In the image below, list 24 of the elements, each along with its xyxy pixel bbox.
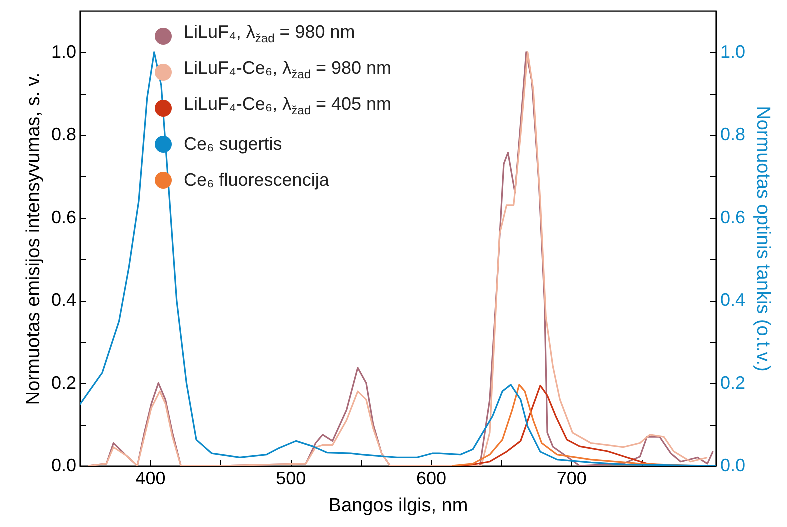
y2-tick-label: 0.4 [720, 290, 746, 310]
y2-axis-title: Normuotas optinis tankis (o.t.v.) [752, 106, 774, 372]
x-tick-label: 700 [556, 468, 587, 488]
y-tick-label: 1.0 [51, 42, 76, 62]
y2-tick-label: 0.0 [720, 456, 746, 476]
x-tick-label: 500 [276, 468, 306, 488]
legend-label: Ce₆ fluorescencija [184, 168, 330, 192]
legend-label: LiLuF₄, λ$_{žad}$ = 980 nm [184, 21, 356, 48]
y2-tick-label: 0.2 [720, 372, 746, 393]
legend-label: LiLuF₄-Ce₆, λ$_{žad}$ = 980 nm [184, 57, 392, 84]
y-axis-title: Normuotas emisijos intensyvumas, s. v. [23, 72, 44, 406]
x-axis-title: Bangos ilgis, nm [328, 496, 468, 516]
legend-label: LiLuF₄-Ce₆, λ$_{žad}$ = 405 nm [184, 93, 392, 120]
x-tick-label: 600 [416, 468, 447, 488]
y-tick-label: 0.8 [51, 124, 76, 145]
y-tick-label: 0.6 [51, 207, 76, 228]
y-tick-label: 0.0 [51, 456, 76, 476]
x-tick-label: 400 [136, 468, 166, 488]
y2-tick-label: 1.0 [720, 42, 746, 62]
y-tick-label: 0.2 [51, 372, 76, 393]
y2-tick-label: 0.6 [720, 207, 746, 228]
y-tick-label: 0.4 [51, 290, 76, 310]
y2-tick-label: 0.8 [720, 124, 746, 145]
legend-label: Ce₆ sugertis [184, 132, 282, 156]
